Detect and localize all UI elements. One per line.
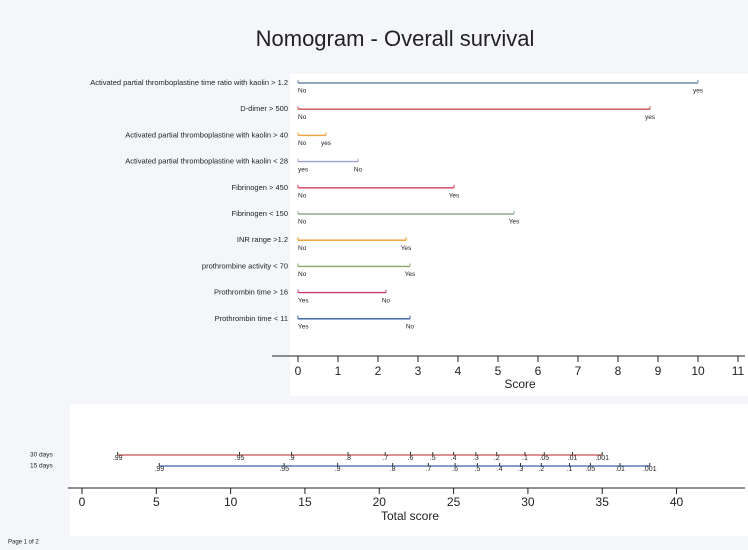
upper-panel xyxy=(290,74,748,396)
survival-prob-label: .95 xyxy=(235,455,245,462)
level-label: No xyxy=(298,88,307,95)
variable-label: prothrombine activity < 70 xyxy=(202,261,288,270)
level-label: No xyxy=(298,114,307,121)
survival-prob-label: .001 xyxy=(595,455,609,462)
score-tick-label: 9 xyxy=(655,364,662,378)
total-tick-label: 20 xyxy=(373,495,387,509)
total-tick-label: 30 xyxy=(521,495,535,509)
lower-panel xyxy=(70,404,748,536)
score-tick-label: 8 xyxy=(615,364,622,378)
survival-prob-label: .01 xyxy=(615,466,625,473)
level-label: No xyxy=(298,140,307,147)
level-label: Yes xyxy=(405,271,416,278)
variable-label: Activated partial thromboplastine time r… xyxy=(90,78,288,87)
survival-prob-label: .9 xyxy=(335,466,341,473)
footer: Page 1 of 2 xyxy=(8,540,39,546)
survival-prob-label: .001 xyxy=(643,466,657,473)
survival-label: 30 days xyxy=(30,452,54,459)
score-tick-label: 11 xyxy=(732,364,745,378)
score-tick-label: 7 xyxy=(575,364,582,378)
survival-prob-label: .2 xyxy=(494,455,500,462)
variable-label: Activated partial thromboplastine with k… xyxy=(125,157,288,166)
total-tick-label: 15 xyxy=(298,495,312,509)
level-label: yes xyxy=(321,140,332,147)
survival-prob-label: .7 xyxy=(382,455,388,462)
survival-prob-label: .7 xyxy=(425,466,431,473)
survival-prob-label: .95 xyxy=(279,466,289,473)
level-label: No xyxy=(298,219,307,226)
survival-label: 15 days xyxy=(30,463,54,470)
level-label: No xyxy=(406,324,415,331)
total-tick-label: 0 xyxy=(79,495,86,509)
score-tick-label: 0 xyxy=(295,364,302,378)
level-label: No xyxy=(298,193,307,200)
variable-label: Prothrombin time < 11 xyxy=(215,314,288,323)
total-tick-label: 10 xyxy=(224,495,238,509)
variable-label: Fibrinogen < 150 xyxy=(232,209,289,218)
survival-prob-label: .4 xyxy=(497,466,503,473)
score-tick-label: 6 xyxy=(535,364,542,378)
survival-prob-label: .01 xyxy=(568,455,578,462)
level-label: Yes xyxy=(298,297,309,304)
survival-prob-label: .2 xyxy=(538,466,544,473)
score-tick-label: 3 xyxy=(415,364,422,378)
total-tick-label: 35 xyxy=(596,495,610,509)
survival-prob-label: .6 xyxy=(408,455,414,462)
total-tick-label: 40 xyxy=(670,495,684,509)
level-label: No xyxy=(298,271,307,278)
level-label: yes xyxy=(645,114,656,121)
total-axis-title: Total score xyxy=(381,509,439,523)
survival-prob-label: .8 xyxy=(390,466,396,473)
score-tick-label: 10 xyxy=(691,364,705,378)
survival-prob-label: .05 xyxy=(585,466,595,473)
survival-prob-label: .05 xyxy=(539,455,549,462)
level-label: No xyxy=(354,166,363,173)
level-label: No xyxy=(298,245,307,252)
survival-prob-label: .1 xyxy=(522,455,528,462)
total-tick-label: 25 xyxy=(447,495,461,509)
level-label: Yes xyxy=(298,324,309,331)
variable-label: Fibrinogen > 450 xyxy=(232,183,289,192)
level-label: yes xyxy=(693,88,704,95)
survival-prob-label: .99 xyxy=(113,455,123,462)
survival-prob-label: .3 xyxy=(473,455,479,462)
survival-prob-label: .6 xyxy=(452,466,458,473)
survival-prob-label: .8 xyxy=(345,455,351,462)
score-tick-label: 4 xyxy=(455,364,462,378)
score-tick-label: 2 xyxy=(375,364,382,378)
survival-prob-label: .9 xyxy=(289,455,295,462)
level-label: Yes xyxy=(401,245,412,252)
survival-prob-label: .5 xyxy=(430,455,436,462)
variable-label: Activated partial thromboplastine with k… xyxy=(125,130,288,139)
level-label: yes xyxy=(298,166,309,173)
variable-label: Prothrombin time > 16 xyxy=(214,288,288,297)
level-label: Yes xyxy=(449,193,460,200)
survival-prob-label: .4 xyxy=(451,455,457,462)
variable-label: D-dimer > 500 xyxy=(240,104,288,113)
chart-title: Nomogram - Overall survival xyxy=(256,26,535,51)
survival-prob-label: .5 xyxy=(474,466,480,473)
total-tick-label: 5 xyxy=(153,495,160,509)
score-axis-title: Score xyxy=(504,377,536,391)
score-tick-label: 5 xyxy=(495,364,502,378)
score-tick-label: 1 xyxy=(335,364,342,378)
level-label: No xyxy=(382,297,391,304)
survival-prob-label: .3 xyxy=(518,466,524,473)
level-label: Yes xyxy=(509,219,520,226)
variable-label: INR range >1.2 xyxy=(237,235,288,244)
survival-prob-label: .99 xyxy=(154,466,164,473)
survival-prob-label: .1 xyxy=(567,466,573,473)
